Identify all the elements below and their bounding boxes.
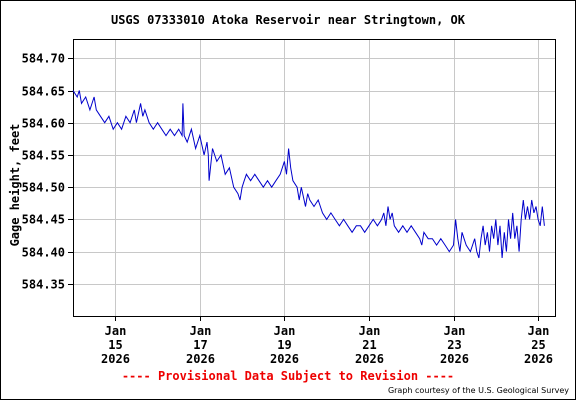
y-tick-label: 584.70 — [22, 52, 65, 66]
x-tick-label: 2026 — [186, 352, 215, 366]
x-tick-label: 2026 — [355, 352, 384, 366]
x-tick-label: Jan — [444, 324, 466, 338]
y-tick-label: 584.40 — [22, 246, 65, 260]
x-tick-label: 2026 — [101, 352, 130, 366]
x-tick-label: 23 — [447, 338, 461, 352]
plot-border — [73, 39, 556, 317]
x-tick-label: Jan — [190, 324, 212, 338]
chart-title: USGS 07333010 Atoka Reservoir near Strin… — [110, 13, 465, 27]
x-tick-label: 19 — [277, 338, 291, 352]
x-tick-label: 25 — [531, 338, 545, 352]
y-tick-label: 584.55 — [22, 149, 65, 163]
y-tick-label: 584.50 — [22, 181, 65, 195]
x-tick-label: Jan — [528, 324, 550, 338]
x-tick-label: 15 — [108, 338, 122, 352]
x-tick-label: 17 — [193, 338, 207, 352]
plot-area — [73, 39, 555, 316]
x-tick-label: Jan — [274, 324, 296, 338]
x-tick-label: Jan — [105, 324, 127, 338]
y-tick-label: 584.45 — [22, 213, 65, 227]
x-tick-label: 2026 — [270, 352, 299, 366]
usgs-credit: Graph courtesy of the U.S. Geological Su… — [387, 386, 569, 395]
x-tick-label: 2026 — [524, 352, 553, 366]
x-tick-label: Jan — [359, 324, 381, 338]
x-tick-label: 21 — [362, 338, 376, 352]
x-tick-label: 2026 — [440, 352, 469, 366]
provisional-disclaimer: ---- Provisional Data Subject to Revisio… — [121, 369, 455, 383]
y-tick-label: 584.35 — [22, 278, 65, 292]
gage-height-series-line — [72, 90, 545, 259]
y-tick-label: 584.65 — [22, 85, 65, 99]
y-tick-label: 584.60 — [22, 117, 65, 131]
